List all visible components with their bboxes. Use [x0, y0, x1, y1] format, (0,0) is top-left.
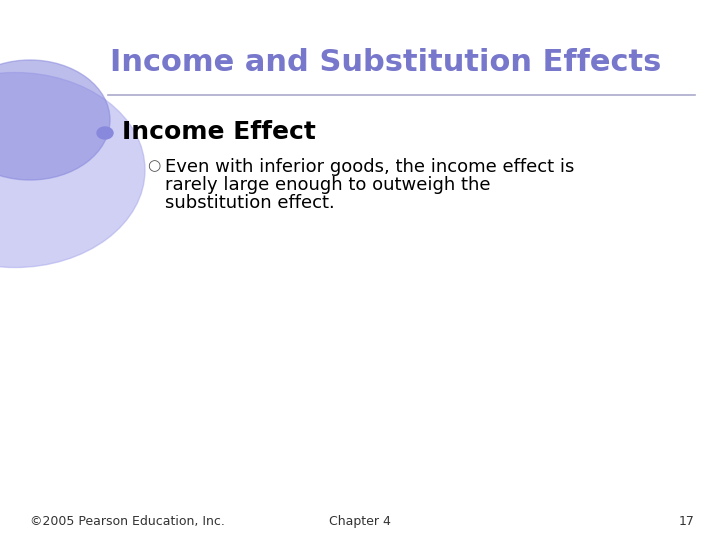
Text: Even with inferior goods, the income effect is: Even with inferior goods, the income eff…: [165, 158, 575, 176]
Circle shape: [0, 72, 145, 267]
Text: Income and Substitution Effects: Income and Substitution Effects: [110, 48, 662, 77]
Text: Chapter 4: Chapter 4: [329, 515, 391, 528]
Circle shape: [0, 60, 110, 180]
Text: substitution effect.: substitution effect.: [165, 194, 335, 212]
Text: 17: 17: [679, 515, 695, 528]
Text: Income Effect: Income Effect: [122, 120, 316, 144]
Text: rarely large enough to outweigh the: rarely large enough to outweigh the: [165, 176, 490, 194]
Text: ©2005 Pearson Education, Inc.: ©2005 Pearson Education, Inc.: [30, 515, 225, 528]
Circle shape: [97, 127, 113, 139]
Text: ○: ○: [147, 158, 161, 173]
